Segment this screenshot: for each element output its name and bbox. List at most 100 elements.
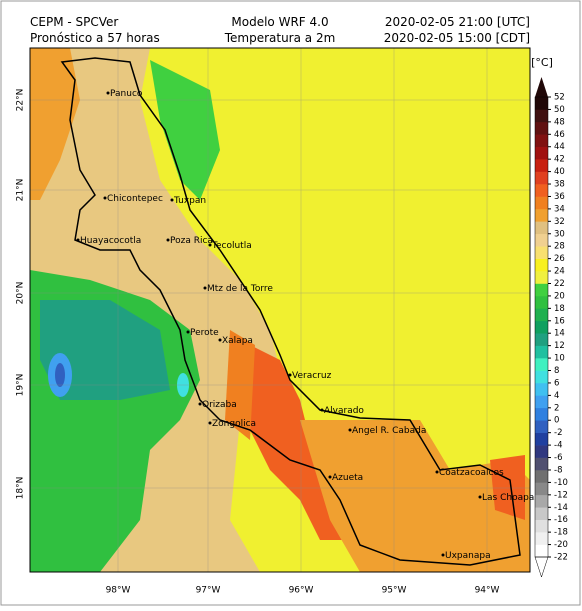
city-label: Poza Rica [170, 236, 213, 246]
lat-label: 22°N [16, 89, 26, 112]
colorbar-bin [535, 283, 548, 297]
city-label: Xalapa [222, 336, 253, 346]
colorbar-frame [534, 96, 549, 558]
header-text: Temperatura a 2m [224, 31, 336, 45]
colorbar-bin [535, 171, 548, 185]
city-dot [170, 198, 174, 202]
city-dot [348, 428, 352, 432]
header-text: 2020-02-05 15:00 [CDT] [384, 31, 530, 45]
city-label: Las Choapas [482, 493, 539, 503]
colorbar-tick-label: 6 [554, 378, 559, 388]
colorbar-bin [535, 246, 548, 259]
temperature-field [30, 48, 530, 572]
colorbar-bin [535, 221, 548, 235]
colorbar-tick-label: 14 [554, 329, 565, 339]
city-dot [435, 470, 439, 474]
city-dot [208, 421, 212, 425]
colorbar-tick-label: -18 [554, 528, 568, 538]
colorbar-tick-label: -10 [554, 478, 568, 488]
colorbar-tick-label: -20 [554, 540, 568, 550]
city-dot [166, 238, 170, 242]
colorbar-tick-label: 32 [554, 217, 565, 227]
colorbar-bin [535, 333, 548, 346]
colorbar-tick-label: 22 [554, 279, 565, 289]
city-dot [198, 402, 202, 406]
colorbar-bin [535, 308, 548, 322]
colorbar-bin [535, 395, 548, 409]
city-label: Veracruz [292, 371, 332, 381]
colorbar-tick-label: 10 [554, 354, 565, 364]
colorbar-bin [535, 146, 548, 160]
colorbar-bin [535, 358, 548, 371]
city-label: Chicontepec [107, 194, 163, 204]
colorbar-tick-label: -16 [554, 515, 568, 525]
city-label: Zongolica [212, 419, 256, 429]
city-label: Angel R. Cabada [352, 426, 426, 436]
colorbar-tick-label: 24 [554, 267, 565, 277]
city-dot [218, 338, 222, 342]
city-dot [103, 196, 107, 200]
city-label: Perote [190, 328, 219, 338]
colorbar-bin [535, 109, 548, 123]
city-dot [320, 408, 324, 412]
lat-label: 19°N [16, 374, 26, 397]
city-dot [203, 286, 207, 290]
colorbar-tick-label: 36 [554, 192, 565, 202]
header-text: CEPM - SPCVer [30, 15, 118, 29]
colorbar-bin [535, 482, 548, 496]
colorbar-tick-label: 46 [554, 130, 565, 140]
city-dot [76, 238, 80, 242]
colorbar-tick-label: 0 [554, 416, 559, 426]
lat-label: 18°N [16, 477, 26, 500]
graticule [30, 48, 530, 572]
city-label: Azueta [332, 473, 363, 483]
colorbar-tick-label: -8 [554, 465, 562, 475]
header-text: 2020-02-05 21:00 [UTC] [385, 15, 530, 29]
city-dot [441, 553, 445, 557]
colorbar-bin [535, 320, 548, 334]
city-dot [106, 91, 110, 95]
header-text: Modelo WRF 4.0 [231, 15, 328, 29]
lon-label: 95°W [382, 586, 407, 596]
colorbar-bin [535, 295, 548, 309]
colorbar-tick-label: 42 [554, 155, 565, 165]
city-dot [186, 330, 190, 334]
colorbar-bin [535, 159, 548, 172]
city-label: Uxpanapa [445, 551, 491, 561]
colorbar-bin [535, 544, 548, 558]
colorbar-unit: [°C] [531, 56, 553, 69]
colorbar-tick-label: -14 [554, 503, 568, 513]
colorbar-extend-top [535, 77, 548, 97]
colorbar-bin [535, 445, 548, 458]
city-dot [478, 495, 482, 499]
axes-frame [29, 47, 531, 573]
colorbar-tick-label: 8 [554, 366, 559, 376]
colorbar-bin [535, 233, 548, 247]
header-text: Pronóstico a 57 horas [30, 31, 160, 45]
lon-label: 94°W [475, 586, 500, 596]
colorbar-bin [535, 432, 548, 446]
colorbar-tick-label: 34 [554, 204, 565, 214]
colorbar-bin [535, 519, 548, 533]
colorbar-bin [535, 208, 548, 222]
colorbar-bin [535, 507, 548, 521]
city-dot [288, 373, 292, 377]
colorbar-tick-label: 50 [554, 105, 565, 115]
colorbar-bin [535, 97, 548, 110]
colorbar-bin [535, 382, 548, 396]
colorbar-bin [535, 258, 548, 272]
colorbar-tick-label: 44 [554, 142, 565, 152]
city-label: Alvarado [324, 406, 364, 416]
colorbar-bin [535, 196, 548, 210]
colorbar-bin [535, 469, 548, 483]
colorbar-tick-label: 26 [554, 254, 565, 264]
colorbar-bin [535, 370, 548, 384]
colorbar-tick-label: 52 [554, 93, 565, 103]
colorbar-bin [535, 134, 548, 148]
colorbar-bin [535, 420, 548, 433]
city-label: Coatzacoalcos [439, 468, 504, 478]
colorbar-tick-label: 28 [554, 242, 565, 252]
city-dot [208, 243, 212, 247]
colorbar-tick-label: 16 [554, 316, 565, 326]
city-label: Orizaba [202, 400, 237, 410]
